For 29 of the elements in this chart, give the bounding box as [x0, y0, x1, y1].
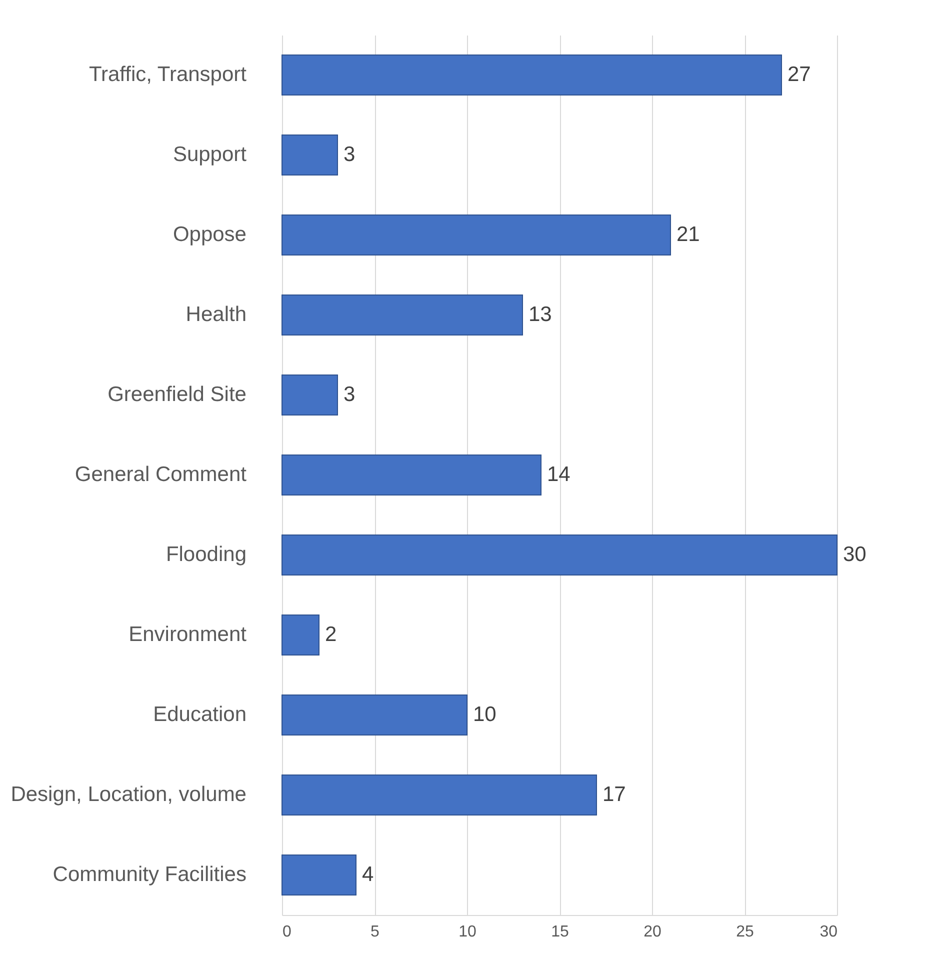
y-tick-label: Education	[153, 703, 246, 726]
data-label: 27	[788, 63, 811, 86]
x-tick-label: 0	[282, 924, 292, 940]
y-tick-label: Environment	[128, 623, 247, 646]
data-label: 3	[344, 383, 356, 406]
x-tick-label: 15	[551, 924, 569, 940]
x-tick-label: 30	[820, 924, 838, 940]
data-label: 13	[528, 303, 552, 326]
y-tick-label: General Comment	[74, 463, 247, 486]
y-tick-label: Traffic, Transport	[88, 63, 247, 86]
data-label: 21	[676, 223, 700, 246]
data-label: 17	[602, 783, 626, 806]
data-label: 14	[547, 463, 571, 486]
y-tick-label: Health	[186, 303, 246, 326]
y-tick-label: Flooding	[166, 543, 246, 566]
data-label: 10	[473, 703, 496, 726]
x-tick-label: 20	[644, 924, 662, 940]
y-tick-label: Design, Location, volume	[10, 783, 246, 806]
y-tick-label: Oppose	[172, 223, 246, 246]
x-tick-label: 10	[458, 924, 476, 940]
data-label: 3	[344, 143, 356, 166]
y-tick-label: Greenfield Site	[108, 383, 246, 406]
data-label: 2	[325, 623, 337, 646]
x-tick-label: 5	[370, 924, 380, 940]
data-label: 4	[362, 863, 374, 886]
x-tick-label: 25	[736, 924, 754, 940]
y-tick-label: Community Facilities	[52, 863, 246, 886]
y-tick-label: Support	[172, 143, 247, 166]
data-label: 30	[843, 543, 866, 566]
